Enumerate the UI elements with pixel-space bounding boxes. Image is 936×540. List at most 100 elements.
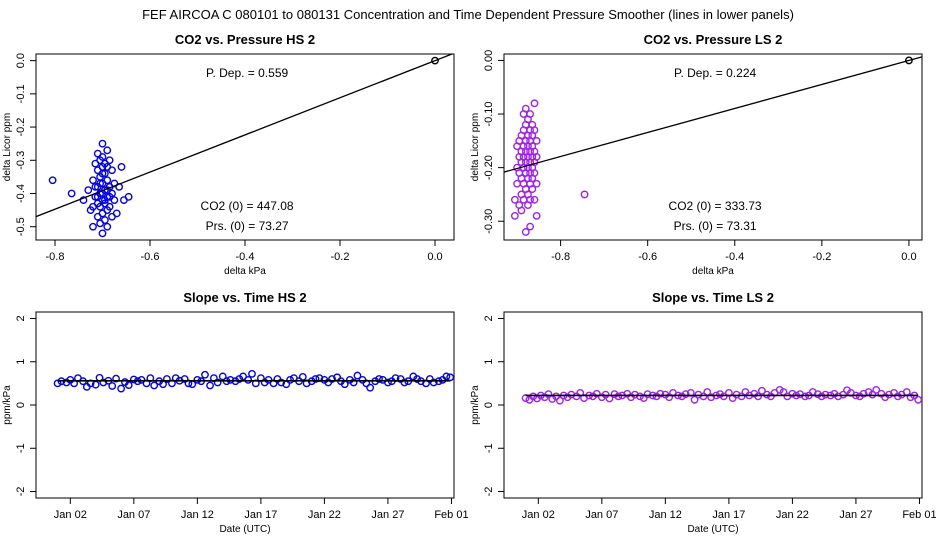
hs-time-ytick-label: 0 — [15, 402, 27, 408]
ls-time-ytick-label: 1 — [483, 359, 495, 365]
ls-pressure-prs-zero-label: Prs. (0) = 73.31 — [674, 219, 757, 233]
ls-pressure-ytick-label: -0.20 — [483, 155, 495, 180]
ls-pressure-xtick-label: -0.6 — [638, 251, 657, 263]
hs-time-point — [366, 383, 375, 392]
hs-pressure-ytick-label: 0.0 — [15, 53, 27, 68]
ls-time-ytick-label: 2 — [483, 315, 495, 321]
ls-pressure-point — [905, 56, 913, 65]
ls-time-ytick-label: -2 — [483, 487, 495, 497]
hs-time-point — [248, 369, 256, 378]
ls-time-xtick-label: Jan 17 — [712, 509, 745, 521]
ls-pressure-point — [510, 211, 519, 220]
ls-time-point — [690, 395, 699, 404]
hs-time-point — [264, 376, 273, 384]
hs-pressure-ytick-label: -0.2 — [15, 118, 27, 137]
hs-time-point — [375, 375, 383, 383]
hs-time-point — [108, 382, 117, 390]
ls-time-point — [737, 392, 746, 401]
ls-time-point — [592, 389, 601, 398]
ls-pressure-pdep-label: P. Dep. = 0.224 — [674, 66, 757, 80]
hs-time-point — [298, 372, 307, 381]
hs-time-point — [429, 378, 438, 387]
ls-time-point — [801, 392, 810, 401]
ls-time-point — [656, 389, 665, 398]
ls-time-point — [694, 390, 703, 399]
hs-time-point — [193, 376, 202, 384]
hs-pressure-point — [124, 192, 133, 201]
ls-time-ytick-label: 0 — [483, 402, 495, 408]
ls-time-point — [872, 385, 881, 394]
ls-time-point — [834, 392, 843, 401]
ls-time-xtick-label: Jan 27 — [839, 509, 872, 521]
hs-time-ytick-label: -2 — [15, 487, 27, 497]
hs-pressure-point — [103, 176, 112, 185]
hs-pressure-point — [89, 222, 97, 231]
ls-time-point — [817, 392, 826, 401]
hs-time-point — [286, 376, 295, 384]
hs-time-ytick-label: -1 — [15, 443, 27, 453]
hs-time-panel: Slope vs. Time HS 2 Jan 02 Jan 07 Jan 12 Jan… — [2, 290, 469, 535]
ls-pressure-point — [526, 195, 535, 204]
ls-pressure-point — [517, 206, 526, 215]
hs-pressure-point — [105, 202, 114, 211]
ls-time-point — [906, 393, 915, 402]
hs-time-xtick-label: Jan 07 — [117, 509, 150, 521]
ls-time-point — [813, 390, 822, 399]
ls-time-point — [681, 390, 690, 399]
hs-pressure-xtick-label: 0.0 — [427, 251, 442, 263]
ls-pressure-co2-zero-label: CO2 (0) = 333.73 — [669, 199, 762, 213]
hs-pressure-point — [105, 156, 114, 165]
hs-time-point — [137, 376, 146, 384]
ls-time-point — [544, 390, 553, 399]
hs-pressure-point — [98, 139, 107, 148]
hs-time-point — [413, 375, 422, 383]
hs-time-point — [129, 375, 138, 384]
hs-pressure-point — [79, 196, 88, 205]
hs-pressure-xtick-label: -0.4 — [236, 251, 255, 263]
ls-time-point — [643, 390, 652, 399]
hs-time-point — [99, 378, 108, 387]
ls-time-point — [630, 390, 639, 399]
hs-pressure-co2-zero-label: CO2 (0) = 447.08 — [201, 199, 294, 213]
ls-pressure-panel: CO2 vs. Pressure LS 2 -0.8 -0.6 -0.4 -0.2 0.0… — [470, 32, 923, 277]
ls-time-point — [552, 392, 560, 401]
ls-pressure-title: CO2 vs. Pressure LS 2 — [644, 32, 783, 47]
hs-pressure-point — [100, 169, 109, 178]
ls-pressure-ytick-label: -0.10 — [483, 101, 495, 126]
hs-pressure-point — [103, 163, 112, 171]
ls-time-point — [758, 386, 766, 395]
hs-pressure-prs-zero-label: Prs. (0) = 73.27 — [206, 219, 289, 233]
ls-pressure-point — [580, 190, 589, 199]
ls-time-point — [754, 392, 763, 401]
ls-time-xtick-label: Jan 12 — [649, 509, 682, 521]
hs-time-title: Slope vs. Time HS 2 — [183, 290, 306, 305]
hs-pressure-point — [67, 189, 76, 198]
ls-time-xtick-label: Jan 22 — [776, 509, 809, 521]
ls-time-point — [914, 395, 922, 404]
ls-pressure-point — [530, 169, 539, 177]
ls-time-point — [859, 389, 868, 398]
hs-pressure-point — [91, 182, 100, 191]
hs-pressure-xtick-label: -0.2 — [331, 251, 350, 263]
ls-time-point — [567, 390, 576, 399]
ls-time-plot-frame — [503, 311, 923, 499]
ls-time-point — [719, 392, 728, 401]
ls-pressure-point — [532, 153, 541, 161]
hs-pressure-point — [89, 176, 97, 185]
hs-time-point — [213, 378, 222, 387]
ls-time-point — [763, 390, 771, 399]
hs-pressure-ytick-label: -0.5 — [15, 217, 27, 236]
ls-time-point — [610, 390, 619, 399]
ls-time-point — [821, 390, 830, 399]
hs-time-xtick-label: Jan 27 — [371, 509, 404, 521]
hs-pressure-pdep-label: P. Dep. = 0.559 — [206, 66, 289, 80]
ls-pressure-point — [526, 110, 535, 118]
ls-time-point — [677, 392, 686, 401]
hs-pressure-point — [98, 153, 107, 161]
ls-pressure-xlabel: delta kPa — [692, 266, 734, 277]
ls-pressure-fit-line — [504, 56, 922, 173]
ls-pressure-xtick-label: -0.4 — [725, 251, 744, 263]
hs-pressure-point — [112, 209, 121, 218]
hs-time-point — [162, 375, 171, 383]
